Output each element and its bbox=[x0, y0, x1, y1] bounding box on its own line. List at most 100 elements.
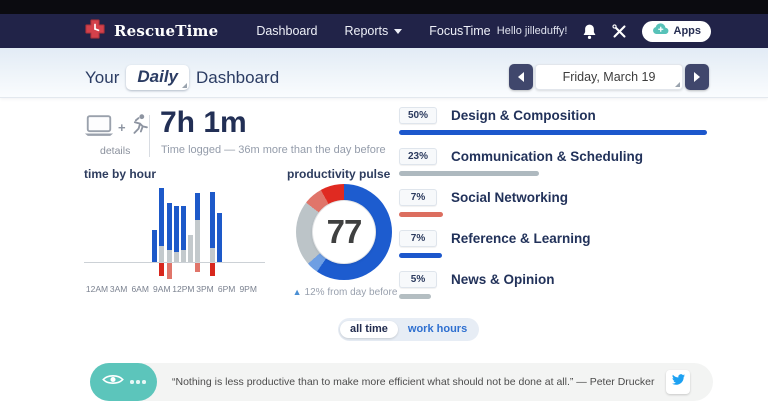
toggle-work-hours[interactable]: work hours bbox=[407, 323, 468, 335]
toggle-all-time[interactable]: all time bbox=[340, 321, 398, 338]
category-label[interactable]: Communication & Scheduling bbox=[451, 148, 644, 164]
category-row: 5% News & Opinion bbox=[399, 270, 707, 288]
apps-button[interactable]: Apps bbox=[641, 20, 711, 42]
navbar: RescueTime Dashboard Reports FocusTime Hel… bbox=[0, 14, 768, 48]
pulse-score: 77 bbox=[326, 213, 363, 250]
details-label: details bbox=[100, 145, 131, 157]
category-bar bbox=[399, 212, 444, 217]
hour-bar-2pm bbox=[195, 193, 201, 262]
navbar-right: Hello jilleduffy! bbox=[496, 20, 711, 42]
category-item: 7% Reference & Learning bbox=[399, 229, 707, 258]
details-icons: + bbox=[84, 113, 149, 142]
category-percent-badge: 50% bbox=[399, 106, 437, 124]
quote-text: “Nothing is less productive than to make… bbox=[172, 376, 655, 388]
pulse-score-circle: 77 bbox=[313, 201, 375, 263]
category-label[interactable]: Reference & Learning bbox=[451, 230, 591, 246]
quote-reveal-button[interactable] bbox=[90, 363, 157, 401]
category-percent-badge: 23% bbox=[399, 147, 437, 165]
x-axis-label: 12PM bbox=[172, 284, 195, 294]
title-suffix: Dashboard bbox=[196, 67, 280, 87]
category-bar bbox=[399, 294, 432, 299]
hour-bar-9am bbox=[159, 188, 165, 262]
category-row: 23% Communication & Scheduling bbox=[399, 147, 707, 165]
details-link[interactable]: + details bbox=[84, 113, 149, 157]
greeting-text: Hello jilleduffy! bbox=[496, 25, 568, 37]
date-display[interactable]: Friday, March 19 bbox=[535, 64, 683, 90]
category-label[interactable]: Design & Composition bbox=[451, 107, 596, 123]
twitter-icon bbox=[671, 373, 685, 391]
category-list: 50% Design & Composition 23% Communication … bbox=[399, 106, 707, 311]
dropdown-corner-icon bbox=[182, 83, 187, 88]
period-selector[interactable]: Daily bbox=[126, 65, 189, 90]
laptop-icon bbox=[84, 114, 114, 142]
category-item: 5% News & Opinion bbox=[399, 270, 707, 299]
notification-bell-icon[interactable] bbox=[582, 23, 597, 40]
plus-sign: + bbox=[118, 120, 126, 135]
category-bar bbox=[399, 130, 707, 135]
hour-bar-1pm bbox=[188, 234, 194, 262]
eye-icon bbox=[101, 372, 125, 392]
category-label[interactable]: News & Opinion bbox=[451, 271, 555, 287]
time-by-hour-chart: 12AM 3AM 6AM 9AM 12PM 3PM 6PM 9PM bbox=[84, 178, 266, 298]
date-prev-button[interactable] bbox=[509, 64, 533, 90]
category-row: 7% Reference & Learning bbox=[399, 229, 707, 247]
tools-icon[interactable] bbox=[611, 23, 628, 40]
window-top-strip bbox=[0, 0, 768, 14]
arrow-up-icon: ▲ bbox=[292, 287, 302, 297]
rescuetime-logo-icon bbox=[85, 18, 105, 44]
nav-item-focustime[interactable]: FocusTime bbox=[429, 24, 491, 38]
x-axis-label: 6AM bbox=[131, 284, 149, 294]
pulse-title: productivity pulse bbox=[287, 167, 391, 181]
hour-bar-5pm bbox=[216, 213, 222, 262]
title-prefix: Your bbox=[85, 67, 120, 87]
x-axis-label: 6PM bbox=[217, 284, 236, 294]
x-axis-label: 9PM bbox=[239, 284, 257, 294]
pulse-change: ▲ 12% from day before bbox=[285, 287, 405, 298]
runner-icon bbox=[130, 113, 149, 142]
date-next-button[interactable] bbox=[685, 64, 709, 90]
hour-bar-12pm bbox=[180, 205, 186, 262]
hour-bar-10am bbox=[166, 203, 172, 262]
hour-bar-8am bbox=[152, 229, 158, 262]
hour-bar-11am bbox=[173, 205, 179, 262]
x-axis-label: 3PM bbox=[196, 284, 214, 294]
nav-item-dashboard[interactable]: Dashboard bbox=[256, 24, 318, 38]
apps-button-label: Apps bbox=[673, 25, 702, 37]
brand-name: RescueTime bbox=[114, 22, 219, 40]
nav-item-reports[interactable]: Reports bbox=[344, 24, 403, 38]
hour-bar-4pm bbox=[209, 192, 215, 262]
date-text: Friday, March 19 bbox=[562, 70, 656, 84]
dropdown-corner-icon bbox=[675, 82, 680, 87]
hour-bar-distracting-9am bbox=[159, 263, 165, 276]
category-row: 50% Design & Composition bbox=[399, 106, 707, 124]
hour-chart-title: time by hour bbox=[84, 167, 157, 181]
tweet-button[interactable] bbox=[666, 370, 691, 394]
nav-links: Dashboard Reports FocusTime bbox=[256, 24, 490, 38]
page-title: Your Daily Dashboard bbox=[85, 64, 279, 91]
pulse-change-text: 12% from day before bbox=[304, 287, 398, 298]
arrow-left-icon bbox=[518, 72, 524, 82]
arrow-right-icon bbox=[694, 72, 700, 82]
hour-bar-distracting-2pm bbox=[195, 263, 201, 272]
category-bar bbox=[399, 171, 540, 176]
x-axis-label: 12AM bbox=[85, 284, 109, 294]
caret-down-icon bbox=[394, 28, 403, 34]
date-picker: Friday, March 19 bbox=[509, 64, 709, 90]
category-row: 7% Social Networking bbox=[399, 188, 707, 206]
category-label[interactable]: Social Networking bbox=[451, 189, 569, 205]
category-percent-badge: 5% bbox=[399, 270, 437, 288]
category-percent-badge: 7% bbox=[399, 229, 437, 247]
category-percent-badge: 7% bbox=[399, 188, 437, 206]
divider bbox=[149, 115, 150, 157]
cloud-plus-icon bbox=[652, 22, 669, 40]
quote-bar: “Nothing is less productive than to make… bbox=[90, 363, 713, 401]
category-item: 7% Social Networking bbox=[399, 188, 707, 217]
category-item: 23% Communication & Scheduling bbox=[399, 147, 707, 176]
hour-bar-distracting-4pm bbox=[209, 263, 215, 276]
category-item: 50% Design & Composition bbox=[399, 106, 707, 135]
time-logged-subtitle: Time logged — 36m more than the day befo… bbox=[161, 144, 386, 156]
x-axis-line bbox=[84, 262, 265, 263]
x-axis-label: 3AM bbox=[109, 284, 128, 294]
brand-link[interactable]: RescueTime bbox=[85, 18, 219, 44]
